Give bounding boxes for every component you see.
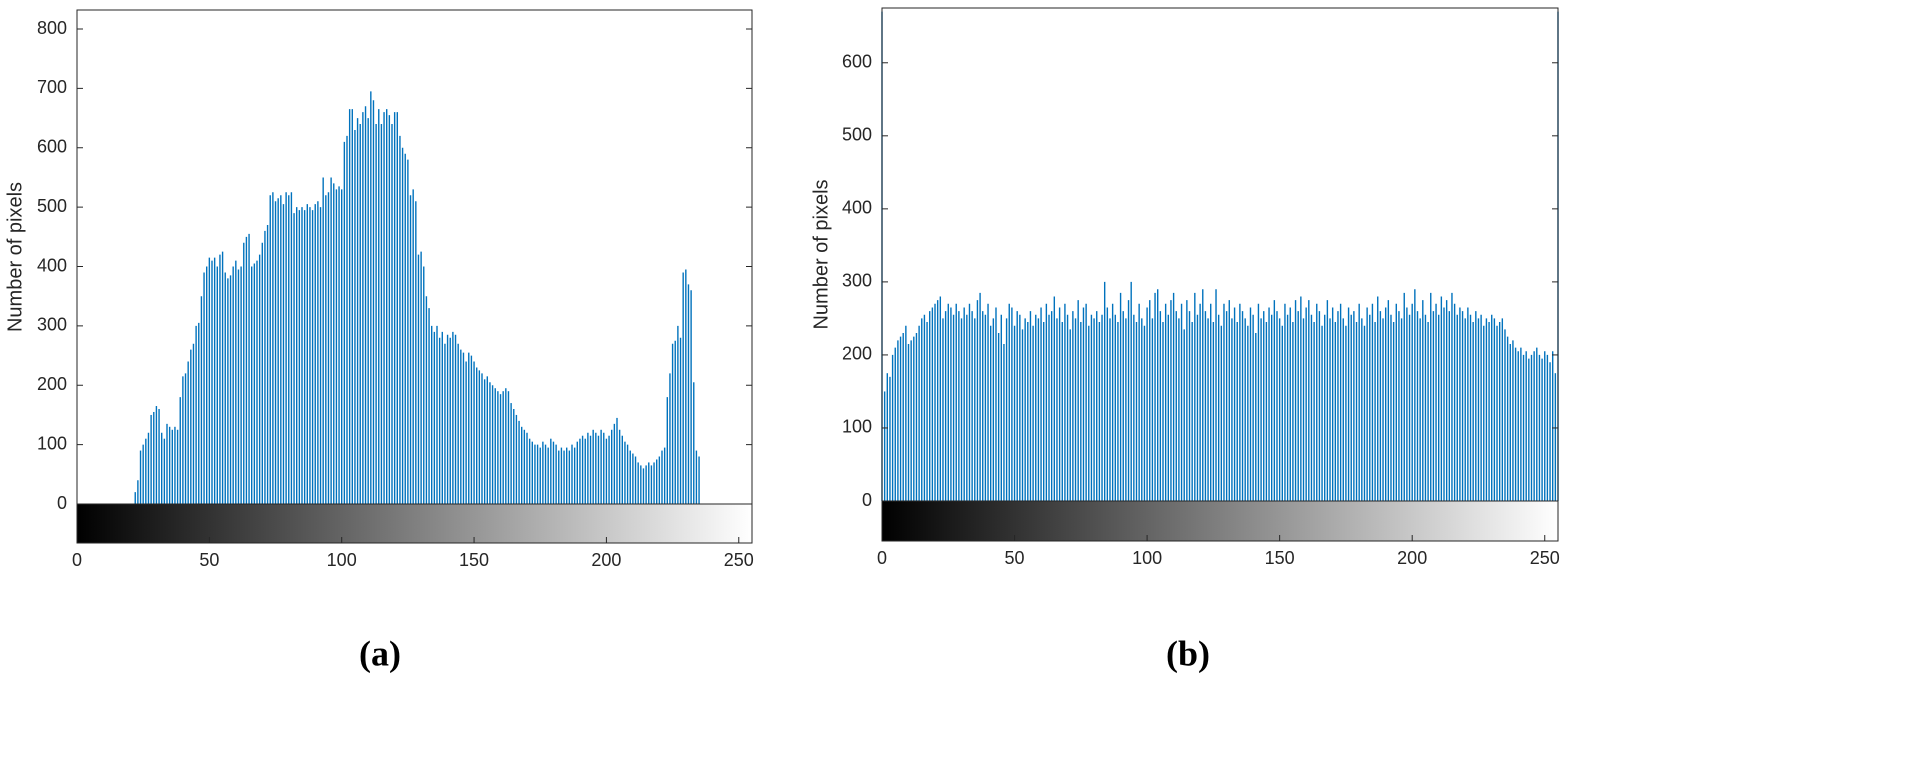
y-tick-label: 400 [842,198,872,218]
y-tick-label: 700 [37,77,67,97]
colorbar [76,503,753,544]
x-tick-label: 250 [724,550,754,570]
y-tick-label: 100 [37,433,67,453]
panel-label: (b) [1166,633,1210,673]
x-tick-label: 100 [1132,548,1162,568]
y-tick-label: 800 [37,18,67,38]
y-tick-label: 600 [842,52,872,72]
y-tick-label: 500 [37,196,67,216]
y-axis-label: Number of pixels [4,182,26,332]
y-tick-label: 100 [842,417,872,437]
x-tick-label: 150 [1265,548,1295,568]
y-tick-label: 0 [862,490,872,510]
y-tick-label: 400 [37,255,67,275]
y-tick-label: 300 [842,271,872,291]
colorbar [881,500,1559,542]
x-tick-label: 200 [1397,548,1427,568]
y-tick-label: 300 [37,315,67,335]
y-tick-label: 200 [842,344,872,364]
plot-area [882,8,1558,501]
plot-area [77,10,752,504]
x-tick-label: 200 [591,550,621,570]
y-tick-label: 500 [842,125,872,145]
x-tick-label: 50 [1005,548,1025,568]
x-tick-label: 0 [72,550,82,570]
y-axis-label: Number of pixels [810,179,832,329]
x-tick-label: 100 [327,550,357,570]
x-tick-label: 250 [1530,548,1560,568]
y-tick-label: 200 [37,374,67,394]
x-tick-label: 150 [459,550,489,570]
panel-label: (a) [359,633,401,673]
y-tick-label: 600 [37,137,67,157]
x-tick-label: 50 [199,550,219,570]
x-tick-label: 0 [877,548,887,568]
y-tick-label: 0 [57,493,67,513]
